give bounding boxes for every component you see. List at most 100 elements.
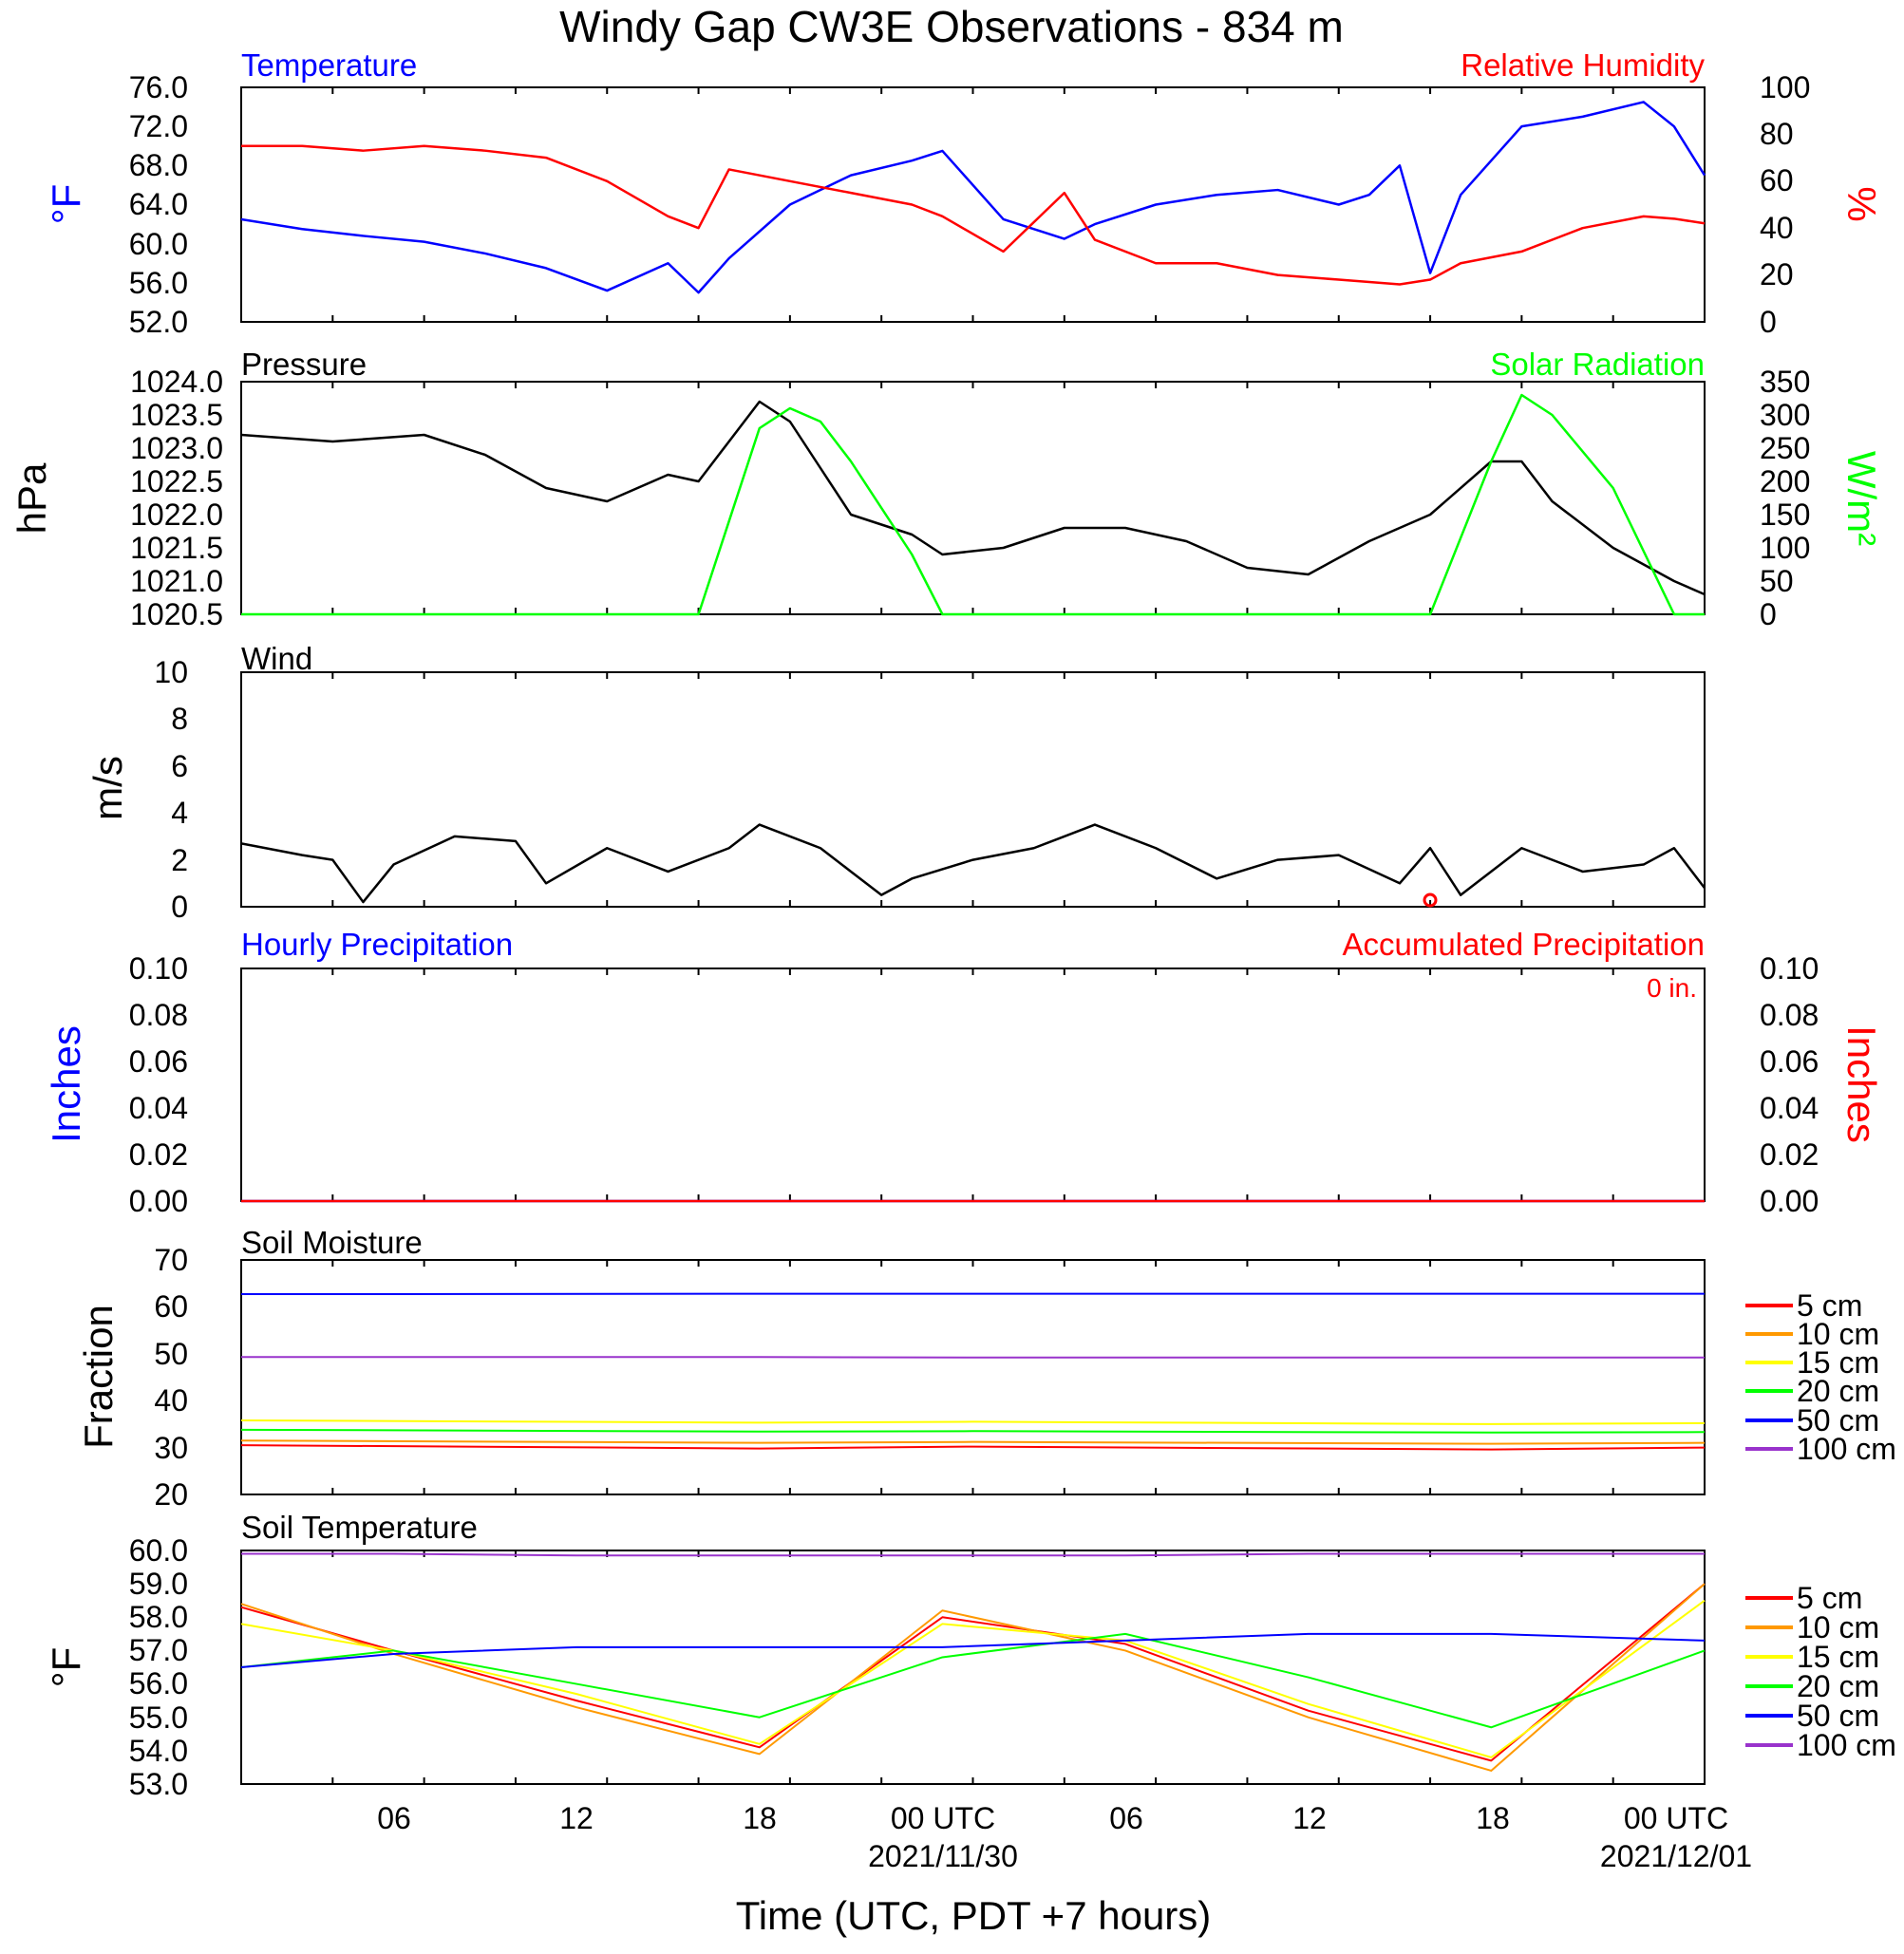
- x-axis-title: Time (UTC, PDT +7 hours): [736, 1893, 1212, 1938]
- soil-moisture-legend: 5 cm 10 cm 15 cm 20 cm 50 cm 100 cm: [1745, 1288, 1896, 1466]
- panel-soil-moisture: Soil Moisture 20 30 40 50 60 70 Fraction…: [76, 1225, 1896, 1512]
- precip-tick: 0.06: [129, 1044, 188, 1079]
- legend-label: 5 cm: [1797, 1288, 1862, 1323]
- soil-temp-tick: 53.0: [129, 1767, 188, 1801]
- soil-moisture-series-layer: [240, 1260, 1706, 1494]
- legend-label: 15 cm: [1797, 1640, 1879, 1674]
- panel-wind: Wind 0 2 4 6 8 10 m/s: [85, 641, 1706, 924]
- pressure-tick: 1020.5: [130, 597, 223, 631]
- legend-label: 20 cm: [1797, 1374, 1879, 1408]
- precip-tick: 0.00: [129, 1184, 188, 1218]
- soil-temp-tick: 60.0: [129, 1533, 188, 1568]
- x-tick-label: 06: [377, 1801, 411, 1835]
- temperature-title: Temperature: [241, 47, 417, 83]
- pressure-left-ticks: 1020.5 1021.0 1021.5 1022.0 1022.5 1023.…: [130, 365, 223, 631]
- rh-tick: 40: [1760, 211, 1794, 245]
- precip-right-ticks: 0.00 0.02 0.04 0.06 0.08 0.10: [1760, 951, 1819, 1218]
- rh-tick: 80: [1760, 117, 1794, 151]
- pressure-tick: 1021.0: [130, 564, 223, 598]
- rh-title: Relative Humidity: [1461, 47, 1705, 83]
- moisture-tick: 20: [154, 1477, 188, 1512]
- accum-tick: 0.02: [1760, 1137, 1819, 1172]
- soil-temp-tick: 54.0: [129, 1734, 188, 1768]
- legend-label: 10 cm: [1797, 1317, 1879, 1351]
- solar-tick: 100: [1760, 531, 1810, 565]
- moisture-tick: 50: [154, 1337, 188, 1371]
- panel-precip: Hourly Precipitation Accumulated Precipi…: [44, 927, 1884, 1218]
- soil-temperature-unit: °F: [44, 1647, 88, 1687]
- legend-label: 15 cm: [1797, 1345, 1879, 1380]
- legend-label: 100 cm: [1797, 1432, 1896, 1466]
- series-line-50-cm: [240, 1632, 1706, 1668]
- wind-unit: m/s: [85, 756, 130, 820]
- solar-tick: 0: [1760, 597, 1777, 631]
- temperature-plot-frame: [240, 86, 1706, 323]
- precip-tick: 0.10: [129, 951, 188, 986]
- x-axis: 06 12 18 00 UTC 06 12 18 00 UTC 2021/11/…: [377, 1801, 1752, 1938]
- solar-tick: 50: [1760, 564, 1794, 598]
- wind-tick: 4: [171, 796, 188, 830]
- rh-tick: 100: [1760, 70, 1810, 104]
- temp-tick: 72.0: [129, 109, 188, 143]
- x-tick-label: 06: [1109, 1801, 1143, 1835]
- series-line-10-cm: [240, 1583, 1706, 1772]
- wind-title: Wind: [241, 641, 312, 676]
- accum-tick: 0.08: [1760, 998, 1819, 1032]
- wind-tick: 2: [171, 843, 188, 877]
- pressure-unit: hPa: [9, 462, 54, 534]
- solar-right-ticks: 0 50 100 150 200 250 300 350: [1760, 365, 1810, 631]
- precip-plot-frame: [240, 968, 1706, 1202]
- series-line-20-cm: [240, 1632, 1706, 1729]
- precip-tick: 0.02: [129, 1137, 188, 1172]
- x-date-label: 2021/11/30: [868, 1839, 1018, 1873]
- rh-tick: 20: [1760, 257, 1794, 291]
- rh-tick: 0: [1760, 305, 1777, 339]
- pressure-tick: 1023.0: [130, 431, 223, 465]
- soil-temperature-series-layer: [240, 1550, 1706, 1784]
- accum-precip-title: Accumulated Precipitation: [1342, 927, 1705, 962]
- pressure-tick: 1023.5: [130, 398, 223, 432]
- temp-tick: 52.0: [129, 305, 188, 339]
- series-line-15-cm: [240, 1419, 1706, 1425]
- figure-title: Windy Gap CW3E Observations - 834 m: [559, 2, 1344, 51]
- soil-temp-tick: 55.0: [129, 1700, 188, 1735]
- series-line-5-cm: [240, 1444, 1706, 1451]
- x-tick-label: 12: [1292, 1801, 1327, 1835]
- solar-tick: 350: [1760, 365, 1810, 399]
- wind-tick: 8: [171, 702, 188, 736]
- series-line-20-cm: [240, 1428, 1706, 1434]
- panel-pressure: Pressure Solar Radiation 1020.5 1021.0 1…: [9, 347, 1884, 631]
- soil-temperature-title: Soil Temperature: [241, 1510, 478, 1545]
- solar-tick: 200: [1760, 464, 1810, 498]
- series-line-wind: [240, 823, 1706, 904]
- legend-label: 50 cm: [1797, 1403, 1879, 1437]
- moisture-tick: 40: [154, 1383, 188, 1418]
- wind-left-ticks: 0 2 4 6 8 10: [154, 655, 188, 924]
- soil-temperature-legend: 5 cm 10 cm 15 cm 20 cm 50 cm 100 cm: [1745, 1581, 1896, 1762]
- soil-moisture-title: Soil Moisture: [241, 1225, 423, 1260]
- accum-tick: 0.06: [1760, 1044, 1819, 1079]
- pressure-plot-frame: [240, 381, 1706, 615]
- soil-moisture-plot-frame: [240, 1259, 1706, 1495]
- x-date-label: 2021/12/01: [1600, 1839, 1752, 1873]
- pressure-tick: 1022.0: [130, 498, 223, 532]
- wind-tick: 0: [171, 890, 188, 924]
- legend-label: 50 cm: [1797, 1699, 1879, 1733]
- wind-plot-frame: [240, 671, 1706, 908]
- series-line-15-cm: [240, 1599, 1706, 1758]
- moisture-tick: 30: [154, 1431, 188, 1465]
- precip-series-layer: [240, 968, 1706, 1203]
- temp-tick: 68.0: [129, 148, 188, 182]
- x-tick-label: 12: [559, 1801, 594, 1835]
- solar-title: Solar Radiation: [1490, 347, 1705, 382]
- temperature-unit: °F: [44, 184, 88, 224]
- pressure-tick: 1024.0: [130, 365, 223, 399]
- solar-tick: 300: [1760, 398, 1810, 432]
- temp-tick: 76.0: [129, 70, 188, 104]
- accum-tick: 0.00: [1760, 1184, 1819, 1218]
- accum-tick: 0.10: [1760, 951, 1819, 986]
- temp-tick: 64.0: [129, 187, 188, 221]
- solar-tick: 250: [1760, 431, 1810, 465]
- soil-temperature-left-ticks: 53.0 54.0 55.0 56.0 57.0 58.0 59.0 60.0: [129, 1533, 188, 1801]
